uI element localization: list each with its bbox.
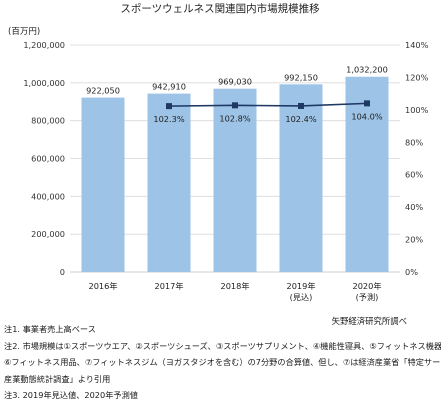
x-tick-label: 2017年 bbox=[154, 281, 183, 291]
x-tick-label: 2016年 bbox=[88, 281, 117, 291]
x-tick-label: 2018年 bbox=[220, 281, 249, 291]
footnote-2-cont-2: 産業動態統計調査」より引用 bbox=[4, 373, 111, 384]
chart-title: スポーツウェルネス関連国内市場規模推移 bbox=[120, 2, 320, 15]
bar-value-label: 942,910 bbox=[152, 82, 186, 92]
y-tick-left: 600,000 bbox=[31, 154, 65, 164]
y-tick-right: 140% bbox=[405, 40, 429, 50]
footnote-3: 注3. 2019年見込値、2020年予測値 bbox=[4, 390, 138, 400]
bar-value-label: 992,150 bbox=[284, 72, 318, 82]
growth-rate-line bbox=[168, 102, 368, 107]
y-tick-left: 400,000 bbox=[31, 191, 65, 201]
market-size-chart: スポーツウェルネス関連国内市場規模推移 (百万円) 0 200,000 400,000 6… bbox=[8, 2, 429, 302]
x-tick-label: 2020年 bbox=[352, 281, 381, 291]
bar bbox=[81, 97, 125, 272]
y-tick-left: 200,000 bbox=[31, 229, 65, 239]
bar-value-label: 922,050 bbox=[86, 86, 120, 96]
x-tick-label: (見込) bbox=[290, 292, 313, 302]
growth-rate-label: 102.4% bbox=[285, 114, 316, 124]
footnote-2-cont-1: ⑥フィットネス用品、⑦フィットネスジム（ヨガスタジオを含む）の7分野の合算値、但… bbox=[4, 357, 441, 367]
footnote-2: 注2. 市場規模は①スポーツウエア、②スポーツシューズ、③スポーツサプリメント、… bbox=[4, 340, 441, 351]
y-tick-left: 1,200,000 bbox=[23, 40, 65, 50]
y-axis-unit-label: (百万円) bbox=[8, 27, 40, 37]
x-tick-label: (予測) bbox=[356, 292, 379, 302]
y-tick-right: 20% bbox=[405, 235, 423, 245]
growth-rate-marker bbox=[166, 103, 172, 110]
y-tick-left: 1,000,000 bbox=[23, 78, 65, 88]
y-tick-right: 60% bbox=[405, 170, 423, 180]
bar bbox=[279, 84, 323, 272]
y-tick-right: 0% bbox=[405, 267, 418, 277]
y-tick-right: 80% bbox=[405, 137, 423, 147]
y-tick-left: 800,000 bbox=[31, 116, 65, 126]
x-tick-label: 2019年 bbox=[286, 281, 315, 291]
footnotes: 注1. 事業者売上高ベース 注2. 市場規模は①スポーツウエア、②スポーツシュー… bbox=[4, 321, 441, 404]
growth-rate-marker bbox=[364, 100, 370, 107]
growth-rate-marker bbox=[232, 102, 238, 109]
bar bbox=[345, 76, 389, 273]
growth-rate-label: 104.0% bbox=[351, 111, 382, 121]
growth-rate-marker bbox=[298, 102, 304, 109]
y-tick-left: 0 bbox=[60, 267, 65, 277]
bar bbox=[213, 88, 257, 272]
growth-rate-label: 102.8% bbox=[219, 113, 250, 123]
bar-value-label: 1,032,200 bbox=[346, 65, 388, 75]
y-tick-right: 40% bbox=[405, 202, 423, 212]
source-credit: 矢野経済研究所調べ bbox=[331, 316, 407, 326]
growth-rate-label: 102.3% bbox=[153, 114, 184, 124]
bar-value-label: 969,030 bbox=[218, 77, 252, 87]
footnote-1: 注1. 事業者売上高ベース bbox=[4, 324, 96, 334]
y-tick-right: 120% bbox=[405, 72, 429, 82]
bar bbox=[147, 93, 191, 272]
y-tick-right: 100% bbox=[405, 105, 429, 115]
